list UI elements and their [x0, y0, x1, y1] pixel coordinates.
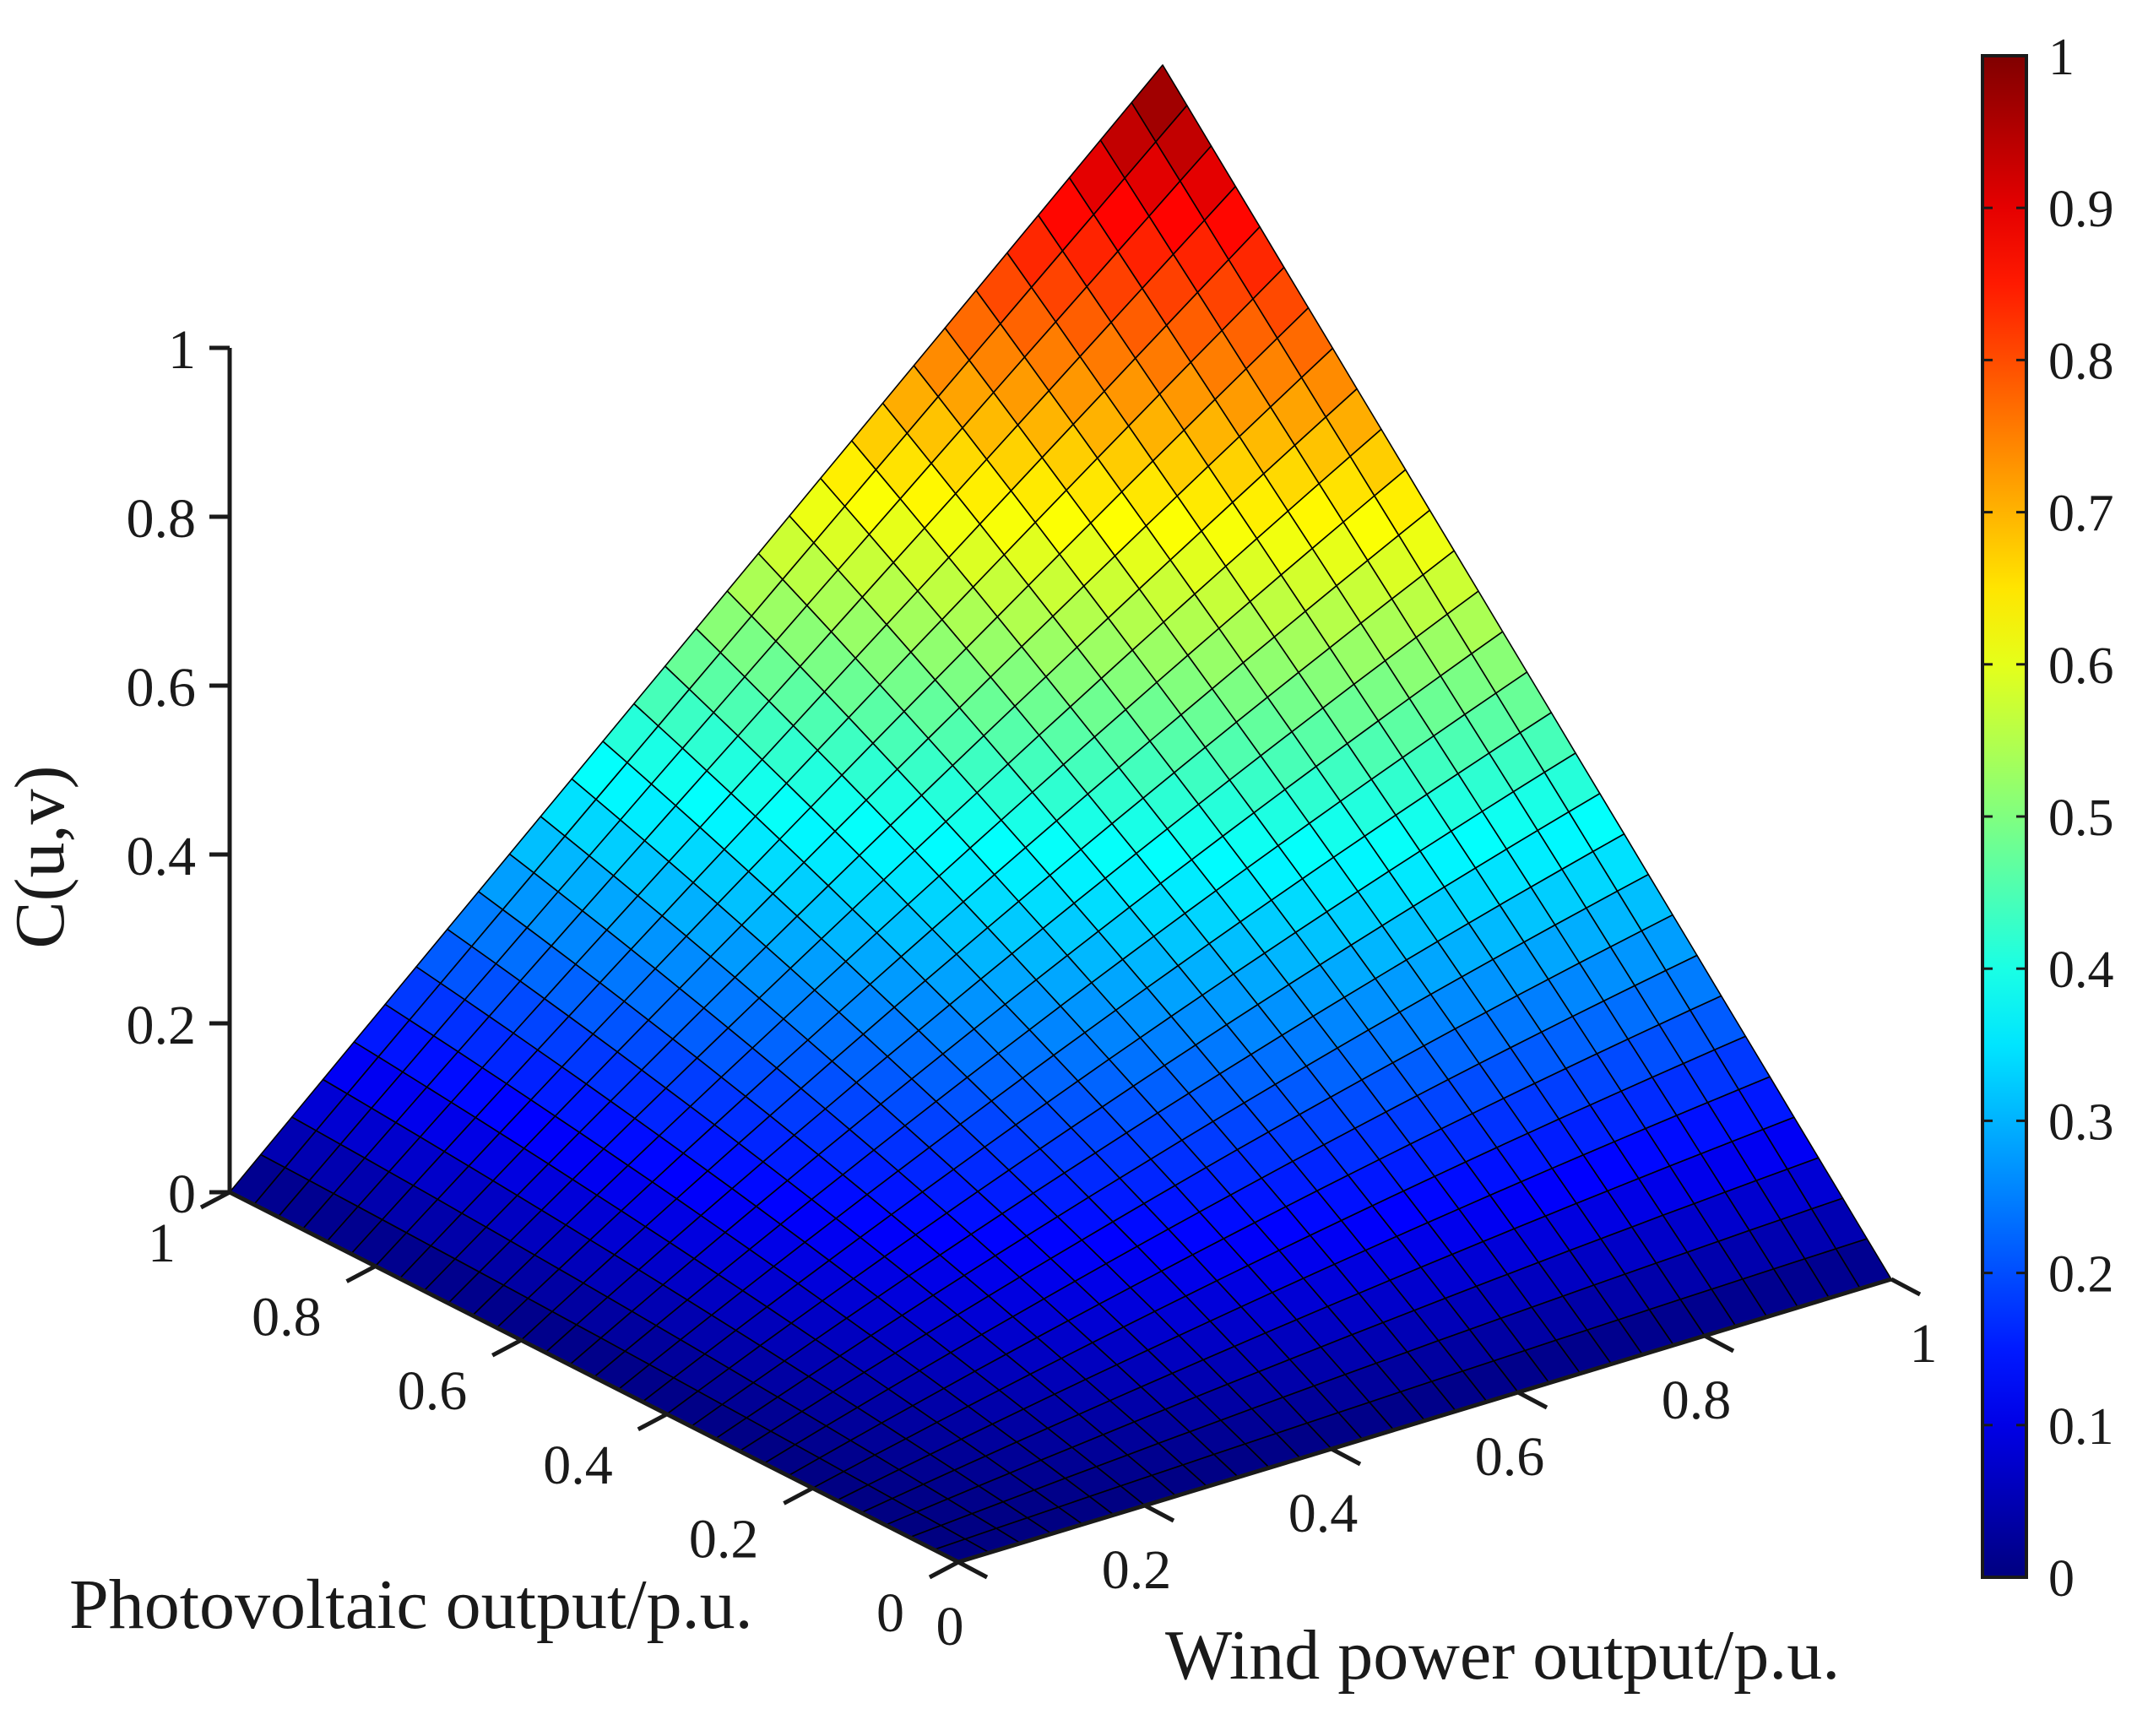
y-tick-label: 0.8 [252, 1287, 322, 1348]
x-axis-title: Wind power output/p.u. [1165, 1616, 1840, 1695]
x-tick [1890, 1277, 1922, 1297]
colorbar-tick-label: 0.7 [2048, 486, 2114, 543]
x-tick-label: 0.6 [1475, 1426, 1545, 1488]
y-tick [783, 1486, 814, 1505]
y-tick [199, 1190, 231, 1210]
y-tick-label: 0 [876, 1582, 904, 1644]
z-tick-label: 0.8 [127, 488, 197, 550]
x-tick [957, 1560, 989, 1580]
x-tick-label: 0.8 [1662, 1370, 1732, 1431]
axes: 00.20.40.60.8100.20.40.60.8100.20.40.60.… [127, 319, 1938, 1657]
x-tick [1703, 1333, 1735, 1354]
colorbar-tick-label: 0.4 [2048, 941, 2114, 999]
colorbar-tick-label: 0.6 [2048, 637, 2114, 695]
y-tick-label: 0.4 [543, 1435, 613, 1496]
surface-mesh [229, 64, 1892, 1563]
colorbar-tick-label: 0.2 [2048, 1246, 2114, 1304]
x-axis-line [957, 1277, 1892, 1565]
y-tick-label: 0.2 [689, 1508, 759, 1570]
x-tick-label: 0 [936, 1596, 964, 1657]
z-tick-label: 0 [168, 1164, 196, 1225]
y-tick [928, 1560, 960, 1580]
z-tick-label: 0.4 [127, 826, 197, 887]
x-tick [1143, 1503, 1175, 1523]
y-tick-label: 0.6 [398, 1360, 468, 1422]
y-tick [637, 1412, 668, 1432]
colorbar-tick-label: 0 [2048, 1550, 2075, 1608]
colorbar: 0 0.1 0.2 0.3 0.4 0.5 0.6 0.7 0.8 0.9 1 [1981, 29, 2114, 1608]
colorbar-tick-label: 0.9 [2048, 181, 2114, 238]
z-tick-label: 1 [168, 319, 196, 381]
z-tick-label: 0.2 [127, 995, 197, 1056]
colorbar-tick-label: 0.3 [2048, 1093, 2114, 1151]
y-tick [491, 1337, 523, 1358]
y-tick [345, 1264, 377, 1283]
colorbar-tick-label: 0.5 [2048, 789, 2114, 847]
y-tick-label: 1 [148, 1212, 176, 1274]
colorbar-tick-label: 1 [2048, 29, 2075, 86]
z-axis-title: C(u,v) [1, 766, 79, 949]
y-axis-line [228, 1190, 960, 1565]
y-axis-title: Photovoltaic output/p.u. [69, 1565, 753, 1644]
x-tick [1330, 1446, 1362, 1467]
colorbar-tick-label: 0.8 [2048, 333, 2114, 390]
x-tick [1516, 1390, 1549, 1410]
x-tick-label: 0.4 [1288, 1483, 1359, 1544]
x-tick-label: 0.2 [1102, 1539, 1172, 1601]
z-tick-label: 0.6 [127, 657, 197, 719]
x-tick-label: 1 [1910, 1313, 1938, 1375]
colorbar-tick-label: 0.1 [2048, 1398, 2114, 1456]
